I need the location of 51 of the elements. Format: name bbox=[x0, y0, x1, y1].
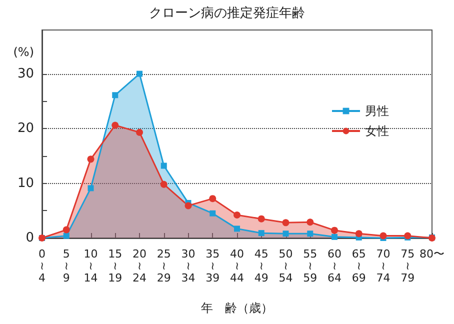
x-tick-label: 75 ≀ 79 bbox=[400, 248, 415, 284]
point bbox=[136, 128, 143, 136]
x-tick-label: 60 ≀ 64 bbox=[328, 248, 342, 284]
x-tick-label: 25 ≀ 29 bbox=[156, 248, 171, 284]
point bbox=[282, 219, 290, 226]
point bbox=[112, 92, 118, 98]
point bbox=[282, 230, 289, 237]
point bbox=[331, 226, 338, 234]
x-tick-label: 15 ≀ 19 bbox=[108, 248, 122, 284]
point bbox=[210, 210, 216, 216]
x-tick-label: 55 ≀ 59 bbox=[303, 248, 318, 284]
point bbox=[184, 202, 192, 210]
point bbox=[160, 162, 167, 169]
point bbox=[234, 212, 240, 219]
x-tick-label: 70 ≀ 74 bbox=[376, 248, 390, 284]
x-tick-label: 40 ≀ 44 bbox=[230, 248, 244, 284]
point bbox=[234, 226, 240, 232]
x-axis-title: 年 齢（歳） bbox=[201, 301, 273, 315]
y-tick-label: 30 bbox=[17, 66, 34, 82]
x-tick-label: 35 ≀ 39 bbox=[206, 248, 220, 284]
point bbox=[307, 230, 314, 237]
point bbox=[332, 234, 338, 240]
x-tick-label: 0 ≀ 4 bbox=[38, 248, 46, 284]
y-tick-label: 10 bbox=[17, 176, 34, 191]
x-tick-label: 45 ≀ 49 bbox=[254, 248, 268, 284]
x-tick-label: 50 ≀ 54 bbox=[278, 248, 293, 284]
point bbox=[87, 156, 94, 163]
x-tick-label: 30 ≀ 34 bbox=[181, 248, 196, 284]
point bbox=[355, 230, 362, 238]
y-tick-label: 0 bbox=[26, 230, 34, 246]
point bbox=[63, 232, 70, 239]
point bbox=[160, 180, 168, 188]
x-tick-label: 20 ≀ 24 bbox=[132, 248, 146, 284]
x-tick-label: 5 ≀ 9 bbox=[62, 248, 70, 284]
point bbox=[62, 226, 70, 234]
chart-title: クローン病の推定発症年齢 bbox=[149, 6, 305, 21]
x-tick-label: 10 ≀ 14 bbox=[84, 248, 98, 284]
point bbox=[380, 232, 387, 240]
legend-label: 男性 bbox=[365, 104, 389, 118]
point bbox=[136, 70, 142, 77]
y-tick-label: 20 bbox=[17, 121, 34, 136]
point bbox=[258, 215, 265, 222]
point bbox=[88, 185, 94, 192]
y-axis-title: (%) bbox=[13, 45, 34, 59]
point bbox=[209, 195, 216, 202]
point bbox=[306, 218, 314, 226]
point bbox=[258, 230, 264, 236]
x-tick-label: 65 ≀ 69 bbox=[352, 248, 366, 284]
legend-label: 女性 bbox=[365, 124, 389, 138]
point bbox=[112, 122, 119, 129]
x-tick-label: 80〜 bbox=[420, 248, 444, 260]
